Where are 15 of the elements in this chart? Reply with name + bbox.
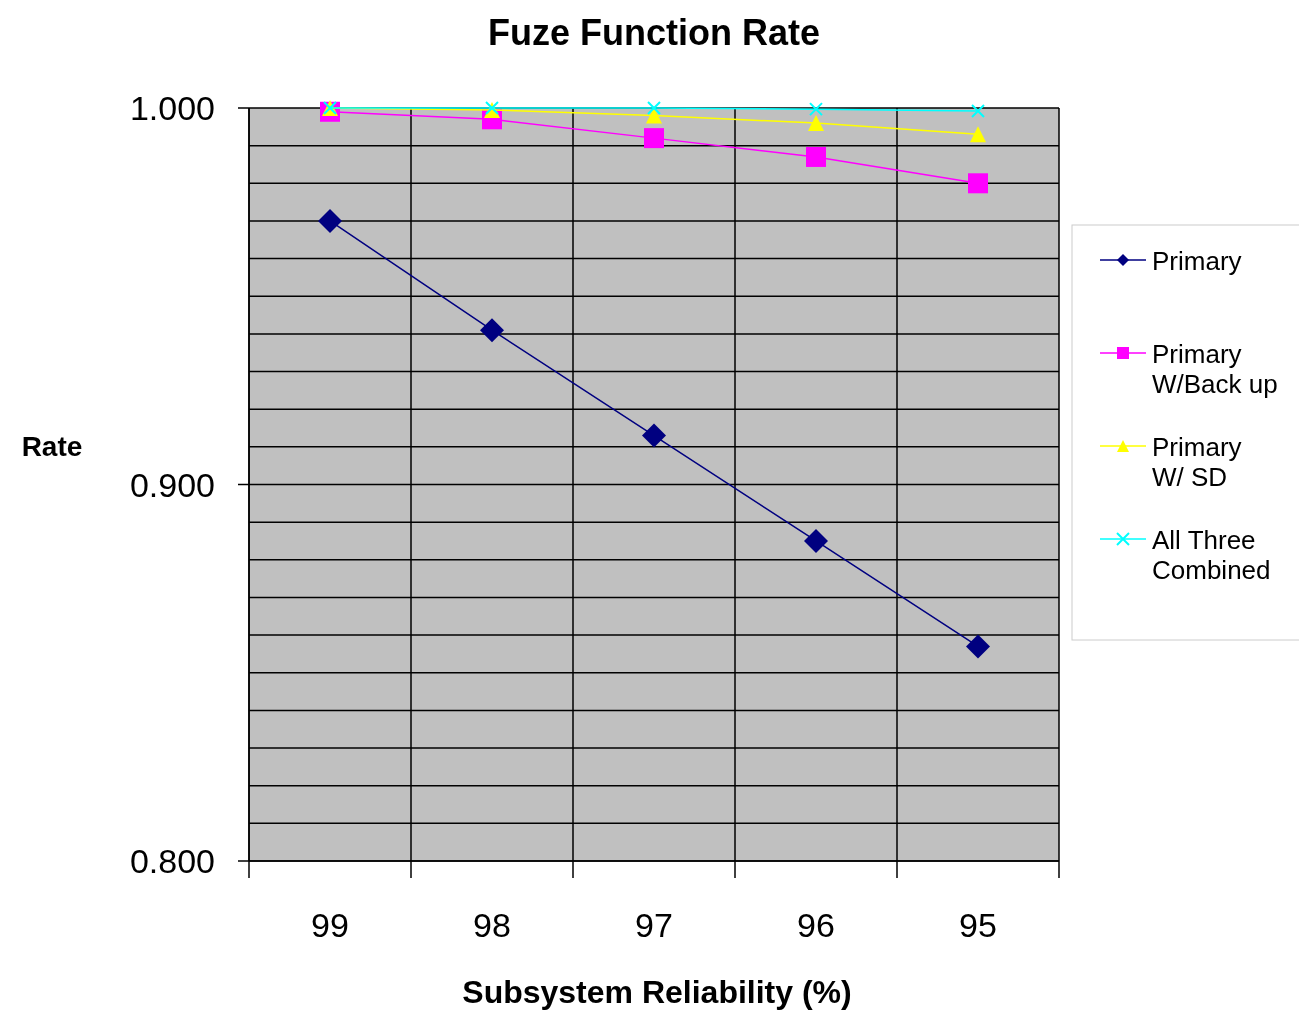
y-tick-label: 1.000 xyxy=(129,89,215,127)
x-axis-title: Subsystem Reliability (%) xyxy=(462,974,852,1010)
chart-title: Fuze Function Rate xyxy=(488,12,820,53)
x-tick-label: 95 xyxy=(959,906,997,944)
legend-label: All Three Combined xyxy=(1152,525,1271,585)
x-tick-label: 98 xyxy=(473,906,511,944)
y-tick-label: 0.800 xyxy=(129,842,215,880)
legend-label: Primary W/ SD xyxy=(1152,432,1242,492)
x-tick-label: 96 xyxy=(797,906,835,944)
x-tick-label: 99 xyxy=(311,906,349,944)
x-tick-label: 97 xyxy=(635,906,673,944)
y-tick-label: 0.900 xyxy=(129,465,215,504)
y-axis-title: Rate xyxy=(21,431,83,462)
legend-label: Primary xyxy=(1152,246,1242,276)
legend-label: Primary W/Back up xyxy=(1152,339,1278,399)
